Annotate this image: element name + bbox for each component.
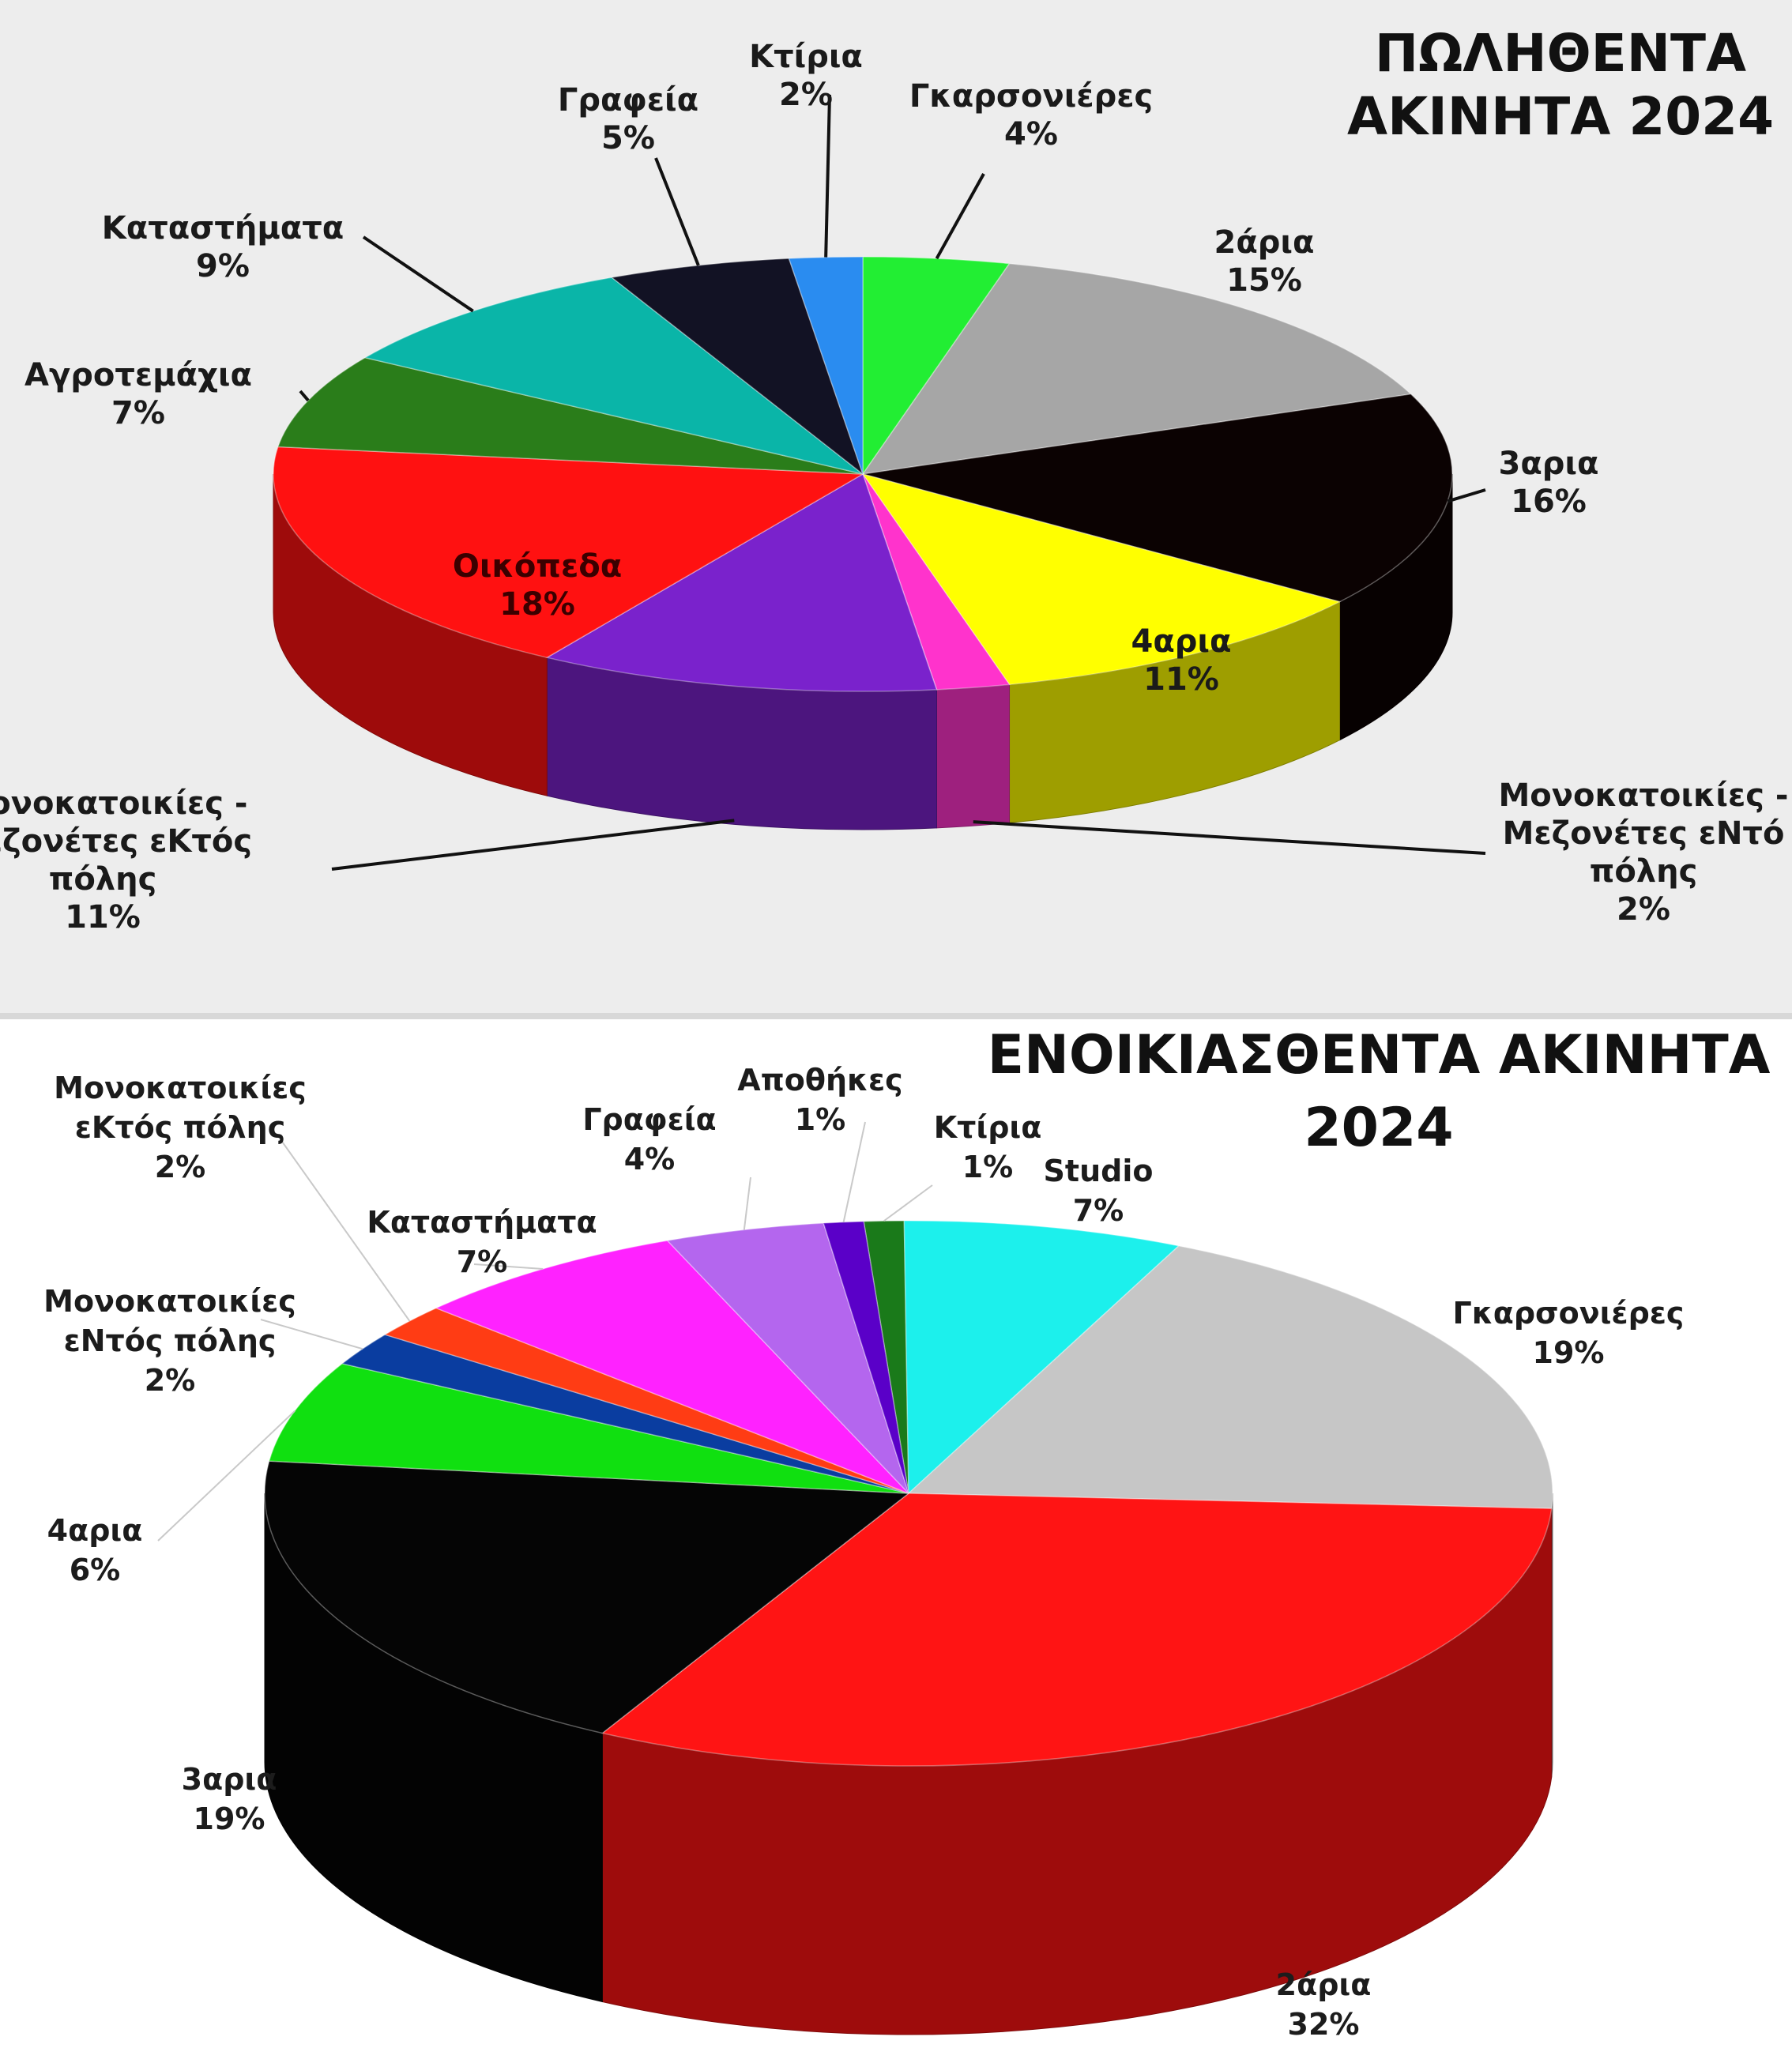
slice-label-γκαρσονιέρες: Γκαρσονιέρες 4% bbox=[909, 78, 1153, 152]
leader-line-γκαρσονιέρες bbox=[935, 173, 985, 260]
leader-line-3αρια bbox=[1447, 488, 1486, 503]
pie-slice-2άρια bbox=[861, 262, 1413, 475]
slice-label-μονοκατοικίες-εκτός-πόλης: Μονοκατοικίες εΚτός πόλης 2% bbox=[54, 1071, 307, 1184]
pie-slice-μονοκατοικίες-εντός-πόλης bbox=[341, 1334, 909, 1494]
pie-slice-κτίρια bbox=[788, 256, 864, 475]
slice-side-μονοκατοικίες-μεζονέτες-εντός-πόλης bbox=[936, 683, 1011, 829]
leader-lines bbox=[299, 94, 1486, 871]
slice-label-studio: Studio 7% bbox=[1044, 1154, 1154, 1228]
pie-slice-οικόπεδα bbox=[273, 446, 865, 658]
sold-properties-pie-chart: Γκαρσονιέρες 4% 2άρια 15% 3αρια 16% 4αρια 11% Μο… bbox=[0, 23, 1789, 936]
slice-labels: Γκαρσονιέρες 4% 2άρια 15% 3αρια 16% 4αρια 11% Μο… bbox=[0, 39, 1789, 936]
leader-line-γραφεία bbox=[654, 157, 700, 266]
leader-line-γραφεία bbox=[743, 1176, 751, 1230]
pie-slice-γραφεία bbox=[666, 1222, 909, 1494]
pie-sides bbox=[273, 473, 1453, 830]
pie-slice-μονοκατοικίες-μεζονέτες-εκτός-πόλης bbox=[545, 472, 938, 692]
pie-slice-αγροτεμάχια bbox=[277, 356, 864, 475]
pie-slice-γκαρσονιέρες bbox=[862, 256, 1011, 476]
pie-slice-μονοκατοικίες-μεζονέτες-εντός-πόλης bbox=[862, 473, 1011, 691]
chart-title: ΠΩΛΗΘΕΝΤΑ ΑΚΙΝΗΤΑ 2024 bbox=[1347, 23, 1774, 147]
leader-line-μονοκατοικίες-εντός-πόλης bbox=[260, 1319, 363, 1350]
panel-divider bbox=[0, 1013, 1792, 1021]
slice-label-αποθήκες: Αποθήκες 1% bbox=[737, 1063, 902, 1137]
leader-line-καταστήματα bbox=[473, 1263, 544, 1271]
pie-slice-4αρια bbox=[861, 472, 1342, 686]
sold-properties-panel: Γκαρσονιέρες 4% 2άρια 15% 3αρια 16% 4αρια 11% Μο… bbox=[0, 0, 1792, 1019]
leader-line-αγροτεμάχια bbox=[299, 390, 310, 402]
slice-label-4αρια: 4αρια 11% bbox=[1131, 623, 1231, 698]
slice-label-2άρια: 2άρια 32% bbox=[1276, 1967, 1372, 2042]
rented-properties-pie-chart: Κτίρια 1% Studio 7% Γκαρσονιέρες 19% 2άρια 32% 3… bbox=[43, 1024, 1771, 2042]
slice-label-οικόπεδα: Οικόπεδα 18% bbox=[453, 548, 622, 623]
pie-slice-studio bbox=[903, 1220, 1180, 1495]
slice-label-3αρια: 3αρια 19% bbox=[182, 1762, 277, 1836]
slice-label-κτίρια: Κτίρια 1% bbox=[934, 1110, 1042, 1184]
pie-slice-2άρια bbox=[600, 1493, 1553, 1767]
slice-label-κτίρια: Κτίρια 2% bbox=[749, 39, 863, 113]
slice-label-2άρια: 2άρια 15% bbox=[1214, 224, 1314, 299]
leader-line-αποθήκες bbox=[842, 1121, 866, 1222]
leader-line-4αρια bbox=[157, 1410, 296, 1542]
slice-label-αγροτεμάχια: Αγροτεμάχια 7% bbox=[24, 357, 252, 431]
pie-slice-3αρια bbox=[862, 393, 1453, 603]
slice-label-γραφεία: Γραφεία 5% bbox=[558, 82, 698, 156]
pie-slice-καταστήματα bbox=[363, 277, 864, 475]
leader-line-μονοκατοικίες-μεζονέτες-εντός-πόλης bbox=[973, 820, 1486, 855]
slice-label-4αρια: 4αρια 6% bbox=[47, 1513, 143, 1587]
pie-slice-καταστήματα bbox=[435, 1240, 909, 1494]
slice-label-καταστήματα: Καταστήματα 7% bbox=[367, 1205, 597, 1279]
pie-slices bbox=[273, 256, 1453, 692]
pie-slice-4αρια bbox=[268, 1363, 909, 1494]
slice-labels: Κτίρια 1% Studio 7% Γκαρσονιέρες 19% 2άρια 32% 3… bbox=[43, 1063, 1684, 2042]
pie-slice-γραφεία bbox=[610, 258, 864, 476]
slice-label-3αρια: 3αρια 16% bbox=[1498, 446, 1598, 520]
pie-sides bbox=[264, 1493, 1553, 2035]
leader-line-καταστήματα bbox=[362, 235, 474, 313]
chart-title: ΕΝΟΙΚΙΑΣΘΕΝΤΑ ΑΚΙΝΗΤΑ 2024 bbox=[988, 1024, 1771, 1159]
rented-properties-panel: Κτίρια 1% Studio 7% Γκαρσονιέρες 19% 2άρια 32% 3… bbox=[0, 1019, 1792, 2048]
leader-line-κτίρια bbox=[824, 94, 831, 258]
leader-line-μονοκατοικίες-μεζονέτες-εκτός-πόλης bbox=[331, 819, 735, 871]
leader-line-κτίρια bbox=[883, 1184, 933, 1222]
slice-label-γραφεία: Γραφεία 4% bbox=[582, 1102, 716, 1176]
slice-label-καταστήματα: Καταστήματα 9% bbox=[102, 210, 344, 284]
slice-label-μονοκατοικίες-εντός-πόλης: Μονοκατοικίες εΝτός πόλης 2% bbox=[43, 1284, 296, 1398]
slice-label-μονοκατοικίες-μεζονέτες-εντός-πόλης: Μονοκατοικίες -Μεζονέτες εΝτό πόλης 2% bbox=[1498, 777, 1788, 928]
leader-lines bbox=[157, 1121, 933, 1542]
pie-slice-3αρια bbox=[264, 1460, 911, 1734]
pie-slices bbox=[264, 1220, 1553, 1767]
slice-label-γκαρσονιέρες: Γκαρσονιέρες 19% bbox=[1453, 1296, 1685, 1370]
pie-slice-γκαρσονιέρες bbox=[907, 1245, 1553, 1510]
leader-line-μονοκατοικίες-εκτός-πόλης bbox=[276, 1133, 411, 1322]
pie-slice-μονοκατοικίες-εκτός-πόλης bbox=[383, 1307, 909, 1494]
